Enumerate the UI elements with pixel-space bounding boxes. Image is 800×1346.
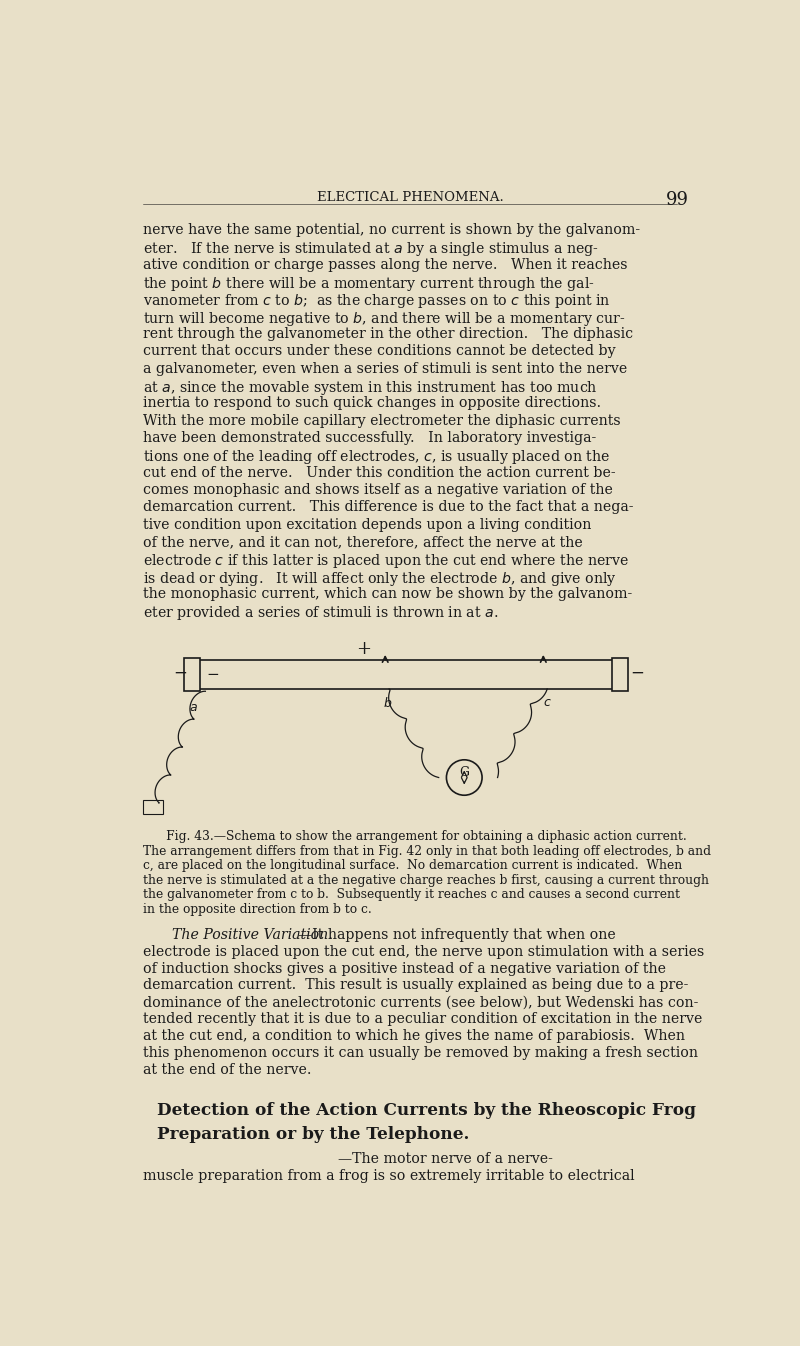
Bar xyxy=(142,800,162,814)
Bar xyxy=(612,658,628,692)
Text: at $a$, since the movable system in this instrument has too much: at $a$, since the movable system in this… xyxy=(142,380,598,397)
Text: the galvanometer from c to b.  Subsequently it reaches c and causes a second cur: the galvanometer from c to b. Subsequent… xyxy=(142,888,680,902)
Text: nerve have the same potential, no current is shown by the galvanom-: nerve have the same potential, no curren… xyxy=(142,223,640,237)
Text: demarcation current.   This difference is due to the fact that a nega-: demarcation current. This difference is … xyxy=(142,501,633,514)
Text: ELECTICAL PHENOMENA.: ELECTICAL PHENOMENA. xyxy=(317,191,503,203)
Text: eter provided a series of stimuli is thrown in at $a$.: eter provided a series of stimuli is thr… xyxy=(142,604,498,622)
Text: −: − xyxy=(173,665,186,681)
Bar xyxy=(197,661,615,689)
Text: comes monophasic and shows itself as a negative variation of the: comes monophasic and shows itself as a n… xyxy=(142,483,613,497)
Text: Detection of the Action Currents by the Rheoscopic Frog: Detection of the Action Currents by the … xyxy=(157,1102,695,1120)
Text: 99: 99 xyxy=(666,191,689,209)
Text: have been demonstrated successfully.   In laboratory investiga-: have been demonstrated successfully. In … xyxy=(142,431,596,446)
Text: is dead or dying.   It will affect only the electrode $b$, and give only: is dead or dying. It will affect only th… xyxy=(142,569,617,588)
Text: ative condition or charge passes along the nerve.   When it reaches: ative condition or charge passes along t… xyxy=(142,258,627,272)
Text: +: + xyxy=(356,641,371,658)
Text: tions one of the leading off electrodes, $c$, is usually placed on the: tions one of the leading off electrodes,… xyxy=(142,448,610,466)
Text: tended recently that it is due to a peculiar condition of excitation in the nerv: tended recently that it is due to a pecu… xyxy=(142,1012,702,1027)
Text: cut end of the nerve.   Under this condition the action current be-: cut end of the nerve. Under this conditi… xyxy=(142,466,615,479)
Text: current that occurs under these conditions cannot be detected by: current that occurs under these conditio… xyxy=(142,345,615,358)
Circle shape xyxy=(446,759,482,795)
Text: tive condition upon excitation depends upon a living condition: tive condition upon excitation depends u… xyxy=(142,518,591,532)
Text: of the nerve, and it can not, therefore, affect the nerve at the: of the nerve, and it can not, therefore,… xyxy=(142,534,582,549)
Text: electrode is placed upon the cut end, the nerve upon stimulation with a series: electrode is placed upon the cut end, th… xyxy=(142,945,704,958)
Text: G: G xyxy=(459,766,470,779)
Text: at the end of the nerve.: at the end of the nerve. xyxy=(142,1063,311,1077)
Text: —It happens not infrequently that when one: —It happens not infrequently that when o… xyxy=(298,927,615,942)
Text: vanometer from $c$ to $b$;  as the charge passes on to $c$ this point in: vanometer from $c$ to $b$; as the charge… xyxy=(142,292,610,311)
Text: the nerve is stimulated at a the negative charge reaches b first, causing a curr: the nerve is stimulated at a the negativ… xyxy=(142,874,709,887)
Text: in the opposite direction from b to c.: in the opposite direction from b to c. xyxy=(142,903,371,917)
Text: this phenomenon occurs it can usually be removed by making a fresh section: this phenomenon occurs it can usually be… xyxy=(142,1046,698,1061)
Text: Fig. 43.—Schema to show the arrangement for obtaining a diphasic action current.: Fig. 43.—Schema to show the arrangement … xyxy=(142,830,686,843)
Text: The Positive Variation.: The Positive Variation. xyxy=(172,927,333,942)
Text: $c$: $c$ xyxy=(543,696,551,709)
Text: of induction shocks gives a positive instead of a negative variation of the: of induction shocks gives a positive ins… xyxy=(142,961,666,976)
Text: dominance of the anelectrotonic currents (see below), but Wedenski has con-: dominance of the anelectrotonic currents… xyxy=(142,996,698,1010)
Text: eter.   If the nerve is stimulated at $a$ by a single stimulus a neg-: eter. If the nerve is stimulated at $a$ … xyxy=(142,241,598,258)
Text: Preparation or by the Telephone.: Preparation or by the Telephone. xyxy=(157,1125,469,1143)
Text: the monophasic current, which can now be shown by the galvanom-: the monophasic current, which can now be… xyxy=(142,587,632,600)
Text: —The motor nerve of a nerve-: —The motor nerve of a nerve- xyxy=(338,1152,553,1166)
Text: The arrangement differs from that in Fig. 42 only in that both leading off elect: The arrangement differs from that in Fig… xyxy=(142,844,710,857)
Bar xyxy=(185,658,200,692)
Text: turn will become negative to $b$, and there will be a momentary cur-: turn will become negative to $b$, and th… xyxy=(142,310,625,327)
Text: muscle preparation from a frog is so extremely irritable to electrical: muscle preparation from a frog is so ext… xyxy=(142,1170,634,1183)
Text: the point $b$ there will be a momentary current through the gal-: the point $b$ there will be a momentary … xyxy=(142,275,594,293)
Text: c, are placed on the longitudinal surface.  No demarcation current is indicated.: c, are placed on the longitudinal surfac… xyxy=(142,859,682,872)
Text: With the more mobile capillary electrometer the diphasic currents: With the more mobile capillary electrome… xyxy=(142,413,620,428)
Text: inertia to respond to such quick changes in opposite directions.: inertia to respond to such quick changes… xyxy=(142,396,601,411)
Text: $b$: $b$ xyxy=(383,696,392,709)
Text: a galvanometer, even when a series of stimuli is sent into the nerve: a galvanometer, even when a series of st… xyxy=(142,362,627,376)
Text: $a$: $a$ xyxy=(189,700,198,713)
Text: electrode $c$ if this latter is placed upon the cut end where the nerve: electrode $c$ if this latter is placed u… xyxy=(142,552,629,571)
Text: rent through the galvanometer in the other direction.   The diphasic: rent through the galvanometer in the oth… xyxy=(142,327,633,341)
Text: −: − xyxy=(630,665,644,681)
Text: demarcation current.  This result is usually explained as being due to a pre-: demarcation current. This result is usua… xyxy=(142,979,688,992)
Text: −: − xyxy=(206,668,218,682)
Text: at the cut end, a condition to which he gives the name of parabiosis.  When: at the cut end, a condition to which he … xyxy=(142,1030,685,1043)
